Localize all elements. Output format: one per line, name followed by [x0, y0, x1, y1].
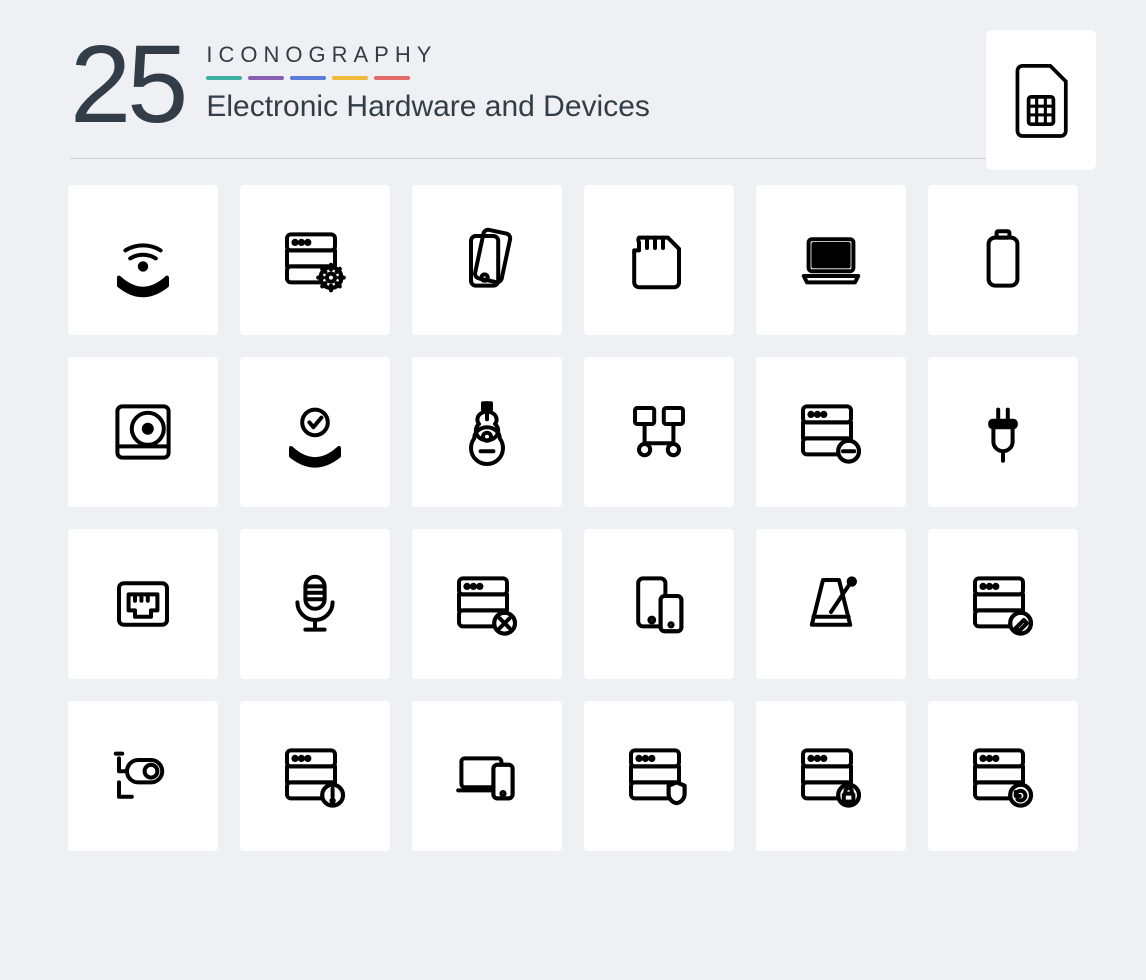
server-lock-icon: [791, 736, 871, 816]
ethernet-port-icon: [103, 564, 183, 644]
tile: [240, 357, 390, 507]
icon-grid: [0, 159, 1146, 877]
network-icon: [619, 392, 699, 472]
server-settings-icon: [275, 220, 355, 300]
tile: [928, 357, 1078, 507]
bar-4: [332, 76, 368, 80]
bar-5: [374, 76, 410, 80]
laptop-mobile-icon: [447, 736, 527, 816]
microphone-icon: [275, 564, 355, 644]
tile: [240, 529, 390, 679]
devices-icon: [619, 564, 699, 644]
server-remove-icon: [791, 392, 871, 472]
tile: [412, 185, 562, 335]
tile: [756, 185, 906, 335]
icon-count: 25: [70, 30, 184, 140]
tile: [756, 529, 906, 679]
tile: [584, 529, 734, 679]
bar-3: [290, 76, 326, 80]
guitar-icon: [447, 392, 527, 472]
server-alert-icon: [275, 736, 355, 816]
tile: [68, 185, 218, 335]
call-approved-icon: [275, 392, 355, 472]
subtitle: Electronic Hardware and Devices: [206, 90, 650, 124]
battery-empty-icon: [963, 220, 1043, 300]
tile: [928, 185, 1078, 335]
swatches-icon: [447, 220, 527, 300]
tile: [756, 357, 906, 507]
server-edit-icon: [963, 564, 1043, 644]
metronome-icon: [791, 564, 871, 644]
title-block: ICONOGRAPHY Electronic Hardware and Devi…: [206, 30, 650, 124]
tile: [68, 701, 218, 851]
tile: [68, 357, 218, 507]
laptop-icon: [791, 220, 871, 300]
cctv-camera-icon: [103, 736, 183, 816]
tile: [756, 701, 906, 851]
tile: [584, 701, 734, 851]
disc-drive-icon: [103, 392, 183, 472]
tile: [928, 529, 1078, 679]
wifi-call-icon: [103, 220, 183, 300]
server-shield-icon: [619, 736, 699, 816]
color-bars: [206, 76, 650, 80]
tile: [412, 529, 562, 679]
tile: [412, 357, 562, 507]
bar-2: [248, 76, 284, 80]
small-title: ICONOGRAPHY: [206, 42, 650, 68]
tile: [240, 701, 390, 851]
tile: [928, 701, 1078, 851]
server-error-icon: [447, 564, 527, 644]
corner-preview: [986, 30, 1096, 170]
header: 25 ICONOGRAPHY Electronic Hardware and D…: [0, 0, 1146, 150]
tile: [68, 529, 218, 679]
plug-icon: [963, 392, 1043, 472]
server-refresh-icon: [963, 736, 1043, 816]
bar-1: [206, 76, 242, 80]
tile: [584, 357, 734, 507]
sim-card-icon: [1010, 61, 1072, 139]
sd-card-icon: [619, 220, 699, 300]
tile: [584, 185, 734, 335]
tile: [240, 185, 390, 335]
tile: [412, 701, 562, 851]
